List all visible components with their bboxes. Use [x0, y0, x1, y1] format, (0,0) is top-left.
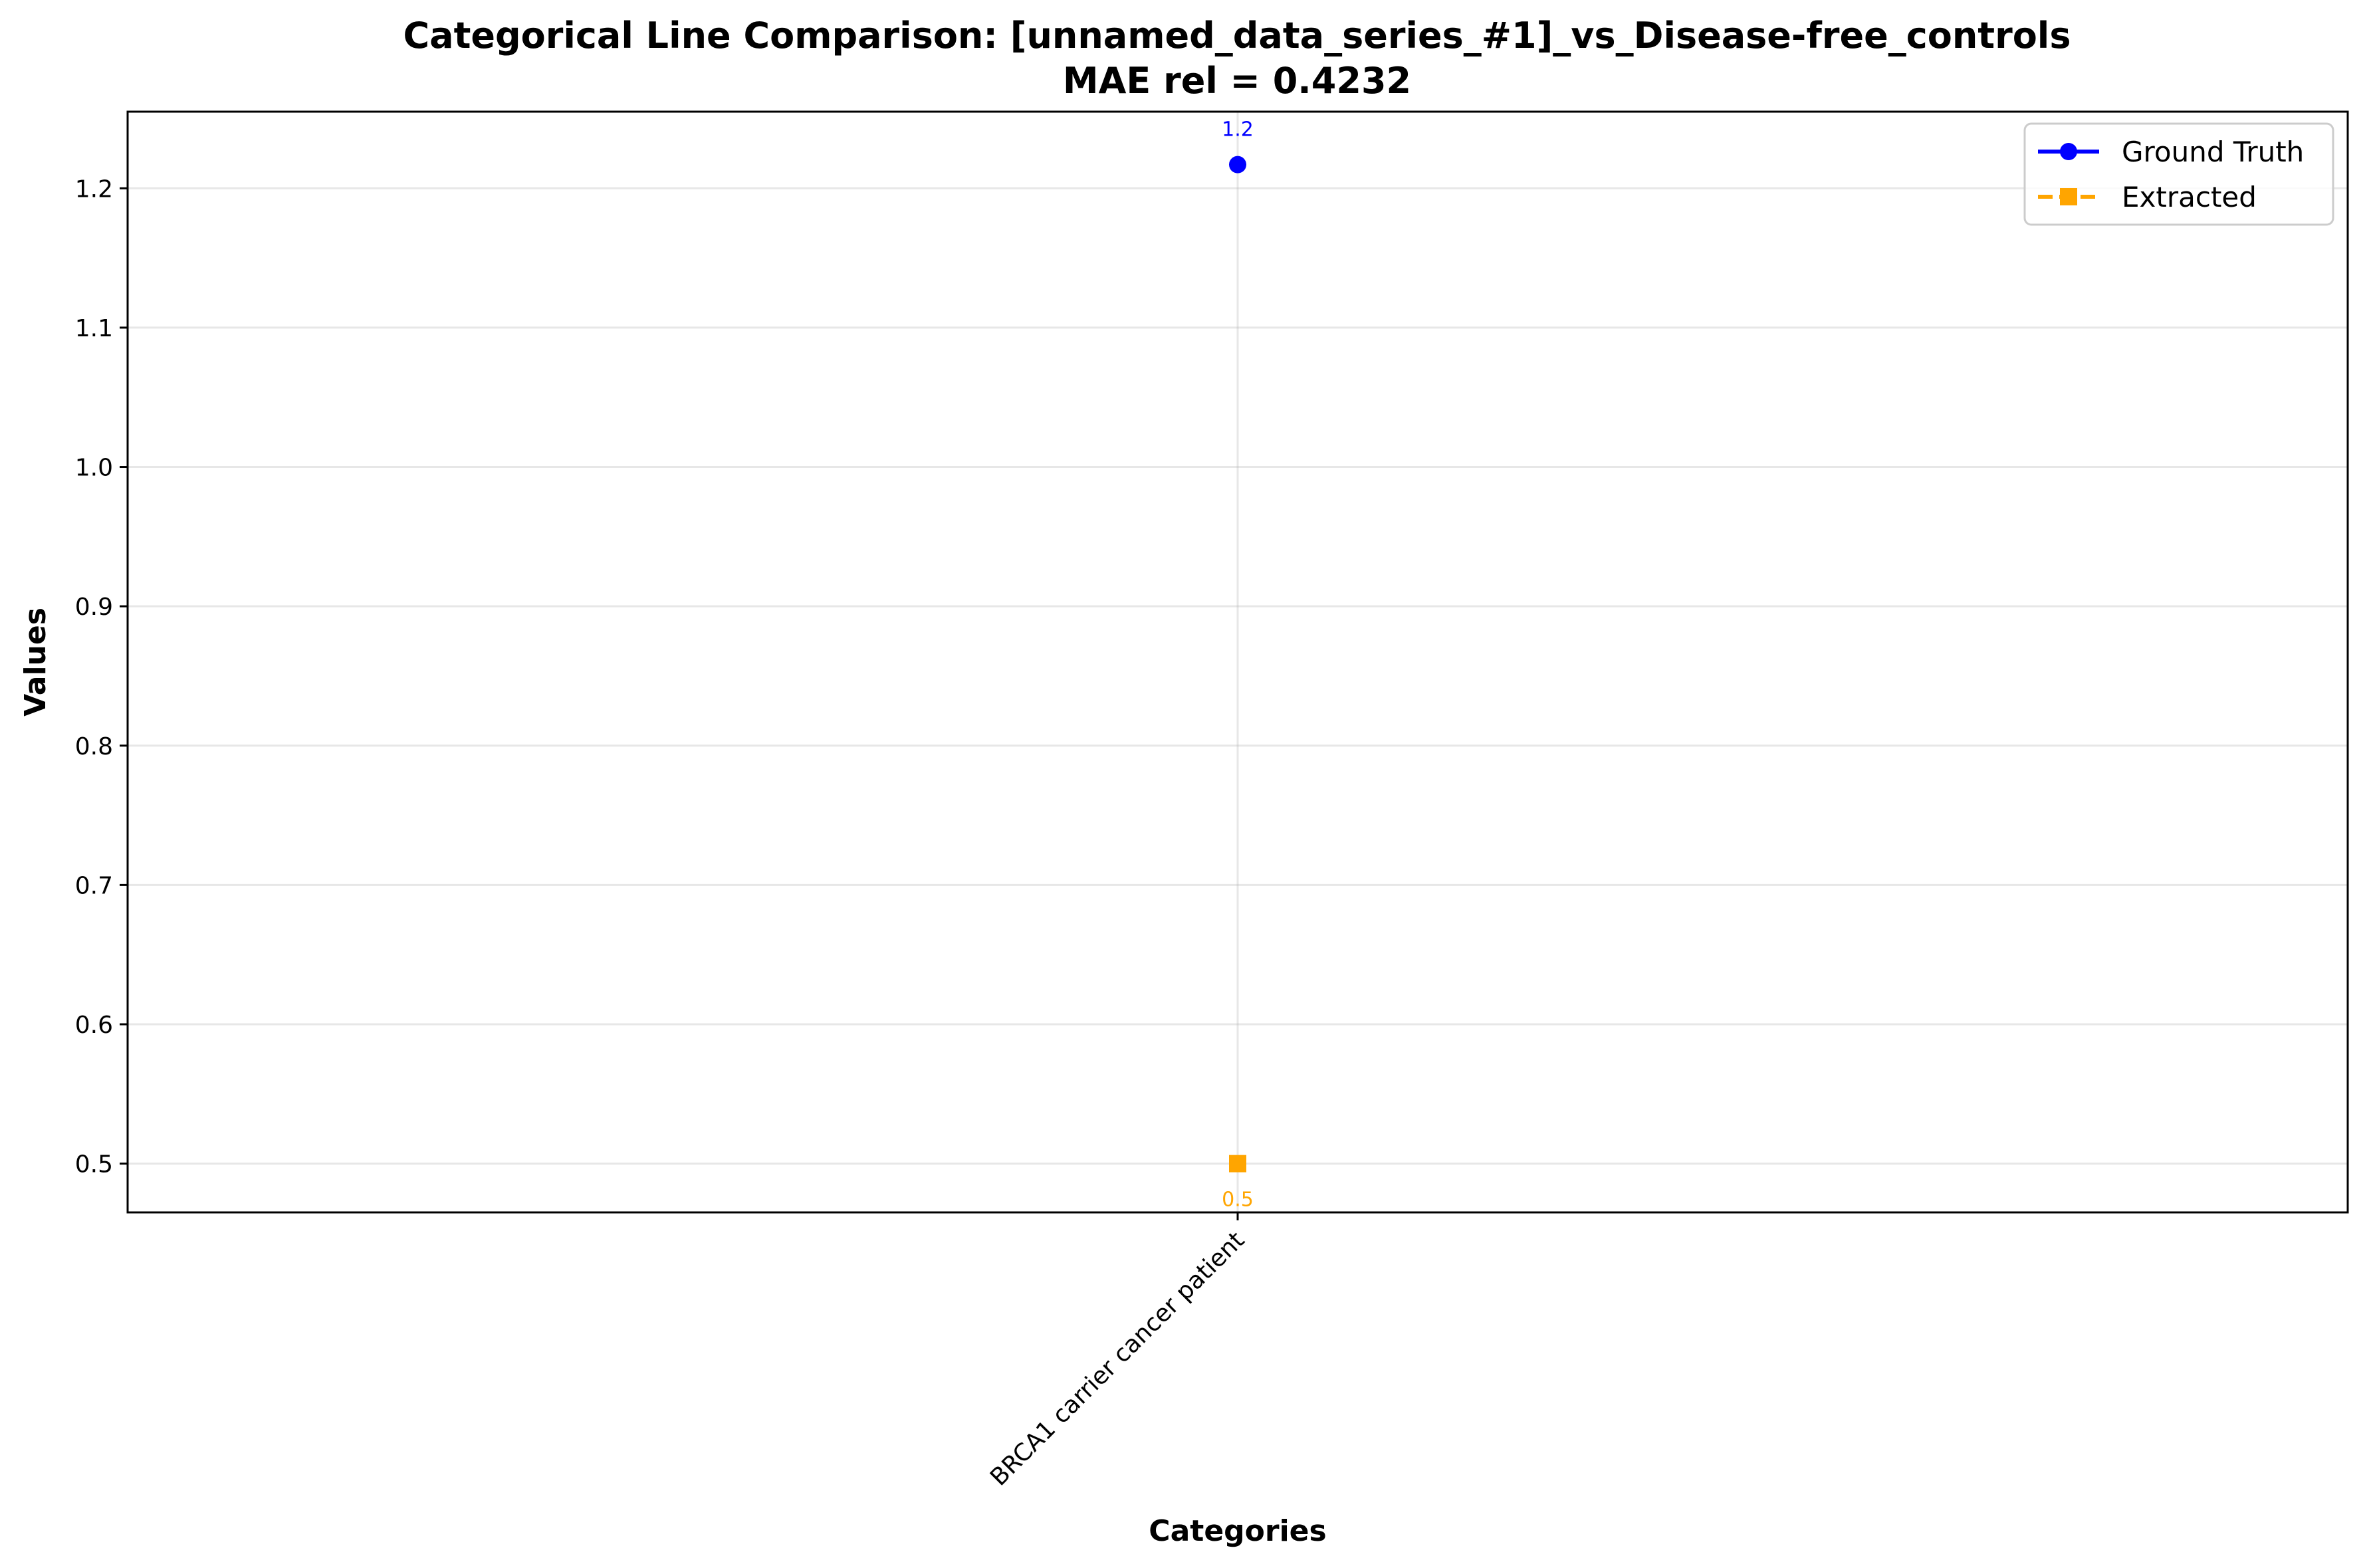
data-point — [1229, 156, 1246, 173]
legend: Ground Truth Extracted — [2023, 122, 2334, 226]
legend-label: Ground Truth — [2122, 136, 2304, 168]
legend-label: Extracted — [2122, 181, 2257, 213]
y-tick-label: 1.1 — [75, 315, 113, 342]
legend-frame — [2023, 122, 2334, 226]
y-axis: 0.5 0.6 0.7 0.8 0.9 1.0 1.1 1.2 — [75, 175, 128, 1178]
series-layer: 1.2 0.5 — [1222, 118, 1254, 1212]
y-tick-label: 0.6 — [75, 1012, 113, 1039]
legend-items: Ground Truth Extracted — [2038, 136, 2304, 213]
y-tick-label: 1.2 — [75, 175, 113, 203]
legend-item-ground-truth: Ground Truth — [2038, 136, 2304, 168]
chart-title: Categorical Line Comparison: [unnamed_da… — [403, 15, 2071, 56]
y-tick-label: 0.5 — [75, 1151, 113, 1178]
y-tick-label: 1.0 — [75, 455, 113, 482]
chart-subtitle: MAE rel = 0.4232 — [1063, 60, 1411, 102]
grid-lines — [128, 112, 2348, 1212]
y-tick-label: 0.8 — [75, 733, 113, 760]
y-tick-label: 0.7 — [75, 872, 113, 899]
legend-marker — [2060, 143, 2077, 160]
x-axis-label: Categories — [1149, 1514, 1326, 1548]
data-label: 0.5 — [1222, 1188, 1254, 1212]
y-axis-label: Values — [19, 608, 53, 717]
legend-item-extracted: Extracted — [2038, 181, 2257, 213]
series-ground-truth: 1.2 — [1222, 118, 1254, 173]
data-point — [1229, 1155, 1246, 1173]
data-label: 1.2 — [1222, 118, 1254, 142]
legend-marker — [2060, 188, 2077, 205]
y-tick-label: 0.9 — [75, 594, 113, 621]
series-extracted: 0.5 — [1222, 1155, 1254, 1212]
